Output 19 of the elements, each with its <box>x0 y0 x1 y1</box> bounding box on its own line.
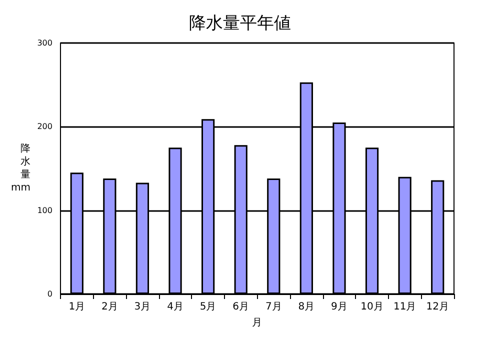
x-tick-label: 6月 <box>232 302 250 312</box>
x-tick-label: 12月 <box>426 302 449 312</box>
y-tick-label: 0 <box>47 290 52 298</box>
x-axis-title: 月 <box>252 318 262 328</box>
y-tick-label: 300 <box>37 38 52 48</box>
x-tick-label: 1月 <box>68 302 86 312</box>
x-tick-label: 7月 <box>265 302 282 312</box>
x-tick-label: 10月 <box>360 302 384 312</box>
y-tick-label: 100 <box>37 206 52 215</box>
x-tick-label: 4月 <box>167 302 184 312</box>
x-tick-label: 9月 <box>331 302 348 312</box>
x-tick-label: 3月 <box>134 302 151 312</box>
y-tick-label: 200 <box>37 122 52 132</box>
x-tick-label: 2月 <box>101 302 118 312</box>
y-axis-title: 降水量mm <box>11 142 30 194</box>
chart-title: 降水量平年値 <box>189 14 291 34</box>
x-tick-label: 11月 <box>393 302 416 312</box>
x-tick-label: 5月 <box>200 302 216 312</box>
x-tick-label: 8月 <box>298 302 315 312</box>
